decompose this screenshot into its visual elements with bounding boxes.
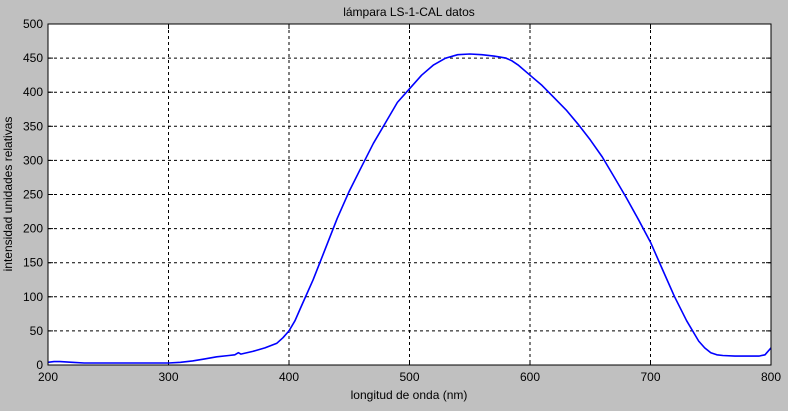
y-tick-label: 200 [23, 222, 43, 236]
x-tick-label: 800 [761, 370, 781, 384]
y-tick-labels: 0 50 100 150 200 250 300 350 400 450 500 [23, 17, 43, 372]
x-tick-label: 600 [520, 370, 540, 384]
x-axis-label: longitud de onda (nm) [351, 388, 468, 402]
x-tick-label: 500 [399, 370, 419, 384]
x-tick-label: 400 [279, 370, 299, 384]
y-tick-label: 150 [23, 256, 43, 270]
y-tick-label: 250 [23, 188, 43, 202]
x-tick-label: 700 [640, 370, 660, 384]
y-tick-label: 450 [23, 51, 43, 65]
y-tick-label: 400 [23, 85, 43, 99]
y-tick-label: 100 [23, 290, 43, 304]
grid-lines [48, 24, 771, 365]
y-axis-label: intensidad unidades relativas [1, 117, 15, 272]
x-tick-label: 200 [38, 370, 58, 384]
axes-frame [47, 23, 772, 366]
y-tick-label: 50 [30, 324, 44, 338]
x-tick-labels: 200 300 400 500 600 700 800 [38, 370, 781, 384]
x-tick-label: 300 [158, 370, 178, 384]
y-tick-label: 0 [36, 358, 43, 372]
tick-marks [47, 23, 772, 366]
y-tick-label: 300 [23, 153, 43, 167]
y-tick-label: 500 [23, 17, 43, 31]
y-tick-label: 350 [23, 119, 43, 133]
chart-title: lámpara LS-1-CAL datos [343, 5, 475, 19]
series-line-intensity [47, 53, 772, 364]
